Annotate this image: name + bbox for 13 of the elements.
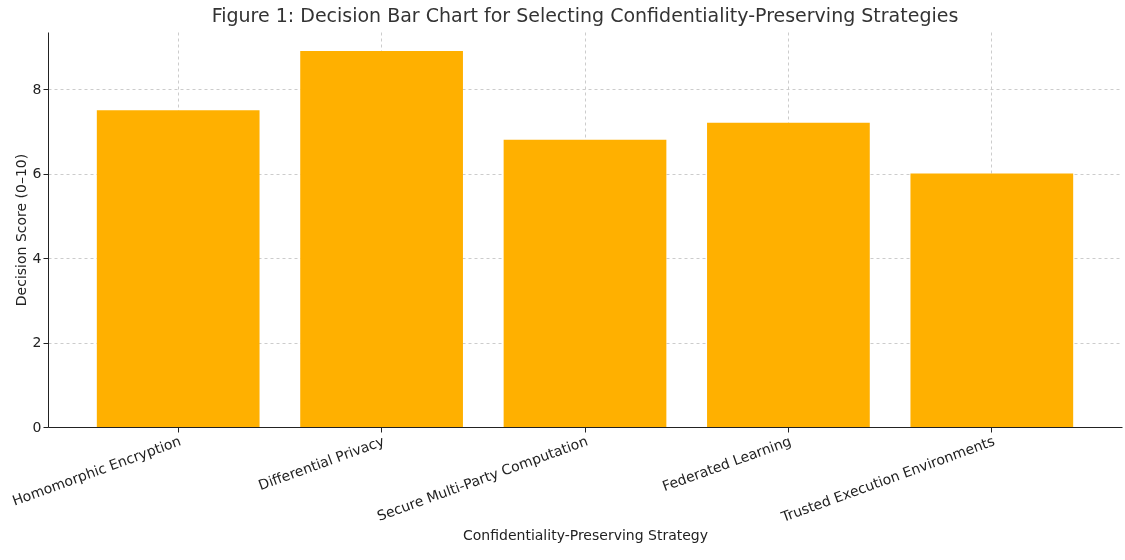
bar (707, 122, 870, 427)
y-tick-label: 2 (32, 334, 42, 351)
y-tick-label: 0 (32, 418, 42, 435)
y-tick-label: 4 (32, 249, 42, 266)
bar (503, 139, 667, 427)
x-axis-title: Confidentiality-Preserving Strategy (462, 526, 709, 543)
bar (96, 110, 260, 427)
y-tick-label: 8 (32, 80, 42, 97)
y-tick-label: 6 (32, 165, 42, 182)
bar (910, 173, 1074, 427)
bar (300, 51, 463, 427)
chart-title: Figure 1: Decision Bar Chart for Selecting Confidentiality-Preserving Strategies (211, 4, 959, 26)
y-axis-title: Decision Score (0–10) (12, 153, 29, 307)
